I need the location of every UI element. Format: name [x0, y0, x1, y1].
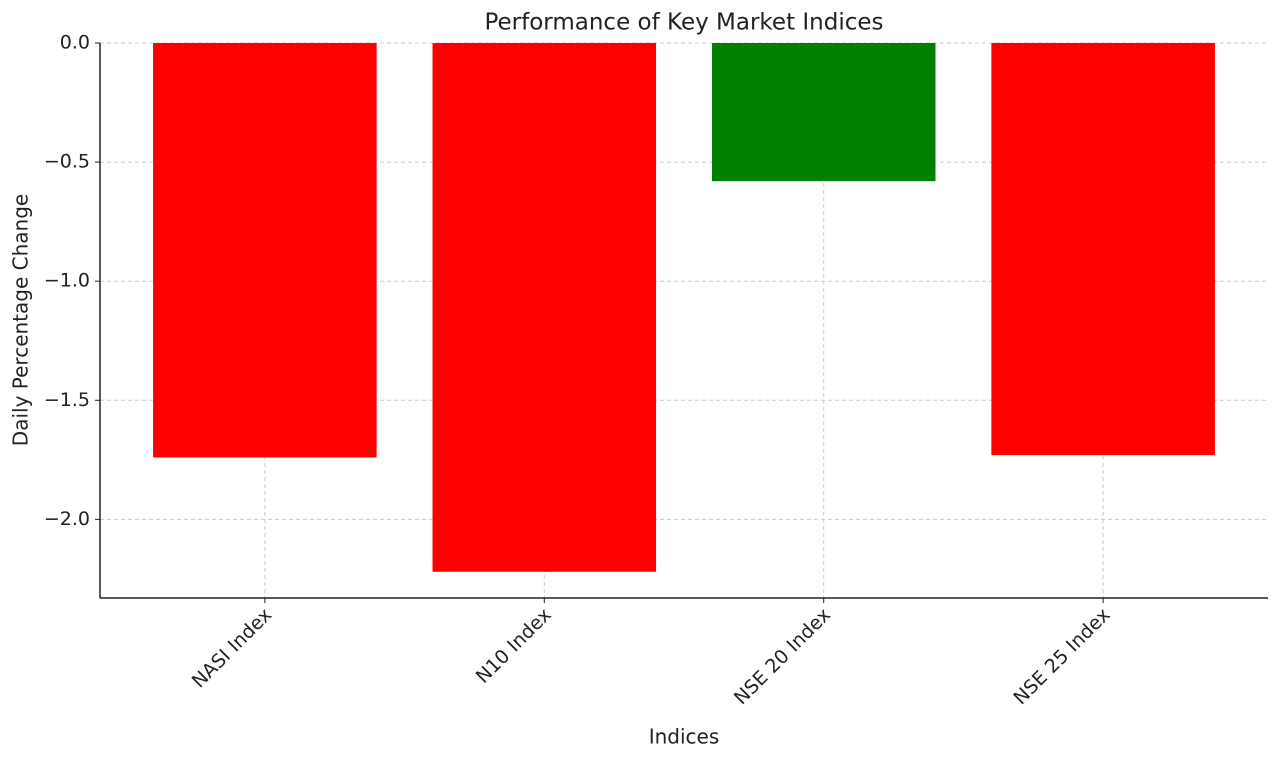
x-tick-label: NSE 20 Index	[730, 604, 835, 709]
y-tick-label: −1.0	[44, 270, 90, 292]
bar	[432, 43, 657, 572]
x-axis-label: Indices	[649, 725, 720, 749]
x-tick-label: NSE 25 Index	[1009, 604, 1114, 709]
bar	[153, 43, 377, 458]
y-tick-label: −2.0	[44, 508, 90, 530]
y-tick-label: −0.5	[44, 151, 90, 173]
x-tick-label: NASI Index	[188, 604, 277, 693]
y-axis-label: Daily Percentage Change	[9, 194, 33, 446]
chart-title: Performance of Key Market Indices	[484, 10, 883, 36]
x-tick-label: N10 Index	[472, 604, 556, 688]
y-tick-label: −1.5	[44, 389, 90, 411]
y-tick-label: 0.0	[60, 32, 90, 54]
bar	[711, 43, 936, 182]
bar	[991, 43, 1215, 456]
